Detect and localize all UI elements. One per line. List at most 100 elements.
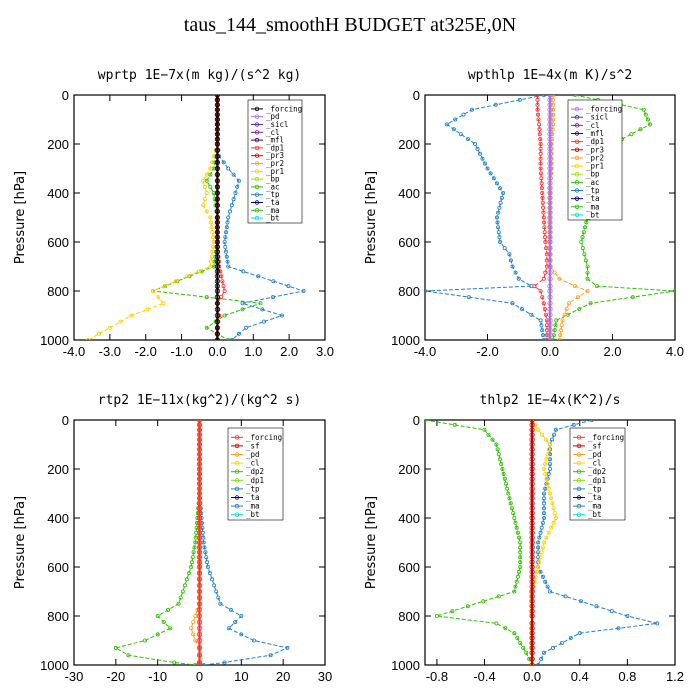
series-group bbox=[113, 420, 290, 665]
data-point bbox=[538, 141, 543, 146]
legend-marker bbox=[254, 169, 260, 174]
data-point bbox=[529, 539, 535, 546]
data-point bbox=[452, 422, 457, 427]
data-point bbox=[481, 599, 486, 604]
x-tick-label: -0.4 bbox=[473, 669, 495, 684]
data-point bbox=[547, 210, 553, 216]
data-point bbox=[496, 594, 501, 599]
data-point bbox=[557, 276, 562, 281]
data-point bbox=[542, 466, 547, 471]
data-point bbox=[482, 427, 487, 432]
legend-label: _sf bbox=[588, 441, 602, 450]
x-tick-label: -4.0 bbox=[63, 344, 85, 359]
data-point bbox=[529, 515, 535, 521]
data-point bbox=[514, 579, 519, 584]
data-point bbox=[113, 645, 118, 650]
data-point bbox=[214, 294, 220, 300]
data-point bbox=[512, 589, 517, 594]
data-point bbox=[537, 535, 542, 540]
data-point bbox=[548, 452, 553, 457]
data-point bbox=[529, 635, 535, 641]
data-point bbox=[544, 535, 549, 540]
series-line-dp1 bbox=[533, 95, 548, 340]
y-tick-label: 0 bbox=[413, 88, 420, 103]
legend-label: _tp bbox=[586, 186, 600, 195]
data-point bbox=[214, 121, 220, 128]
data-point bbox=[208, 259, 213, 264]
data-point bbox=[196, 534, 203, 541]
panel-title: wprtp 1E−7x(m kg)/(s^2 kg) bbox=[98, 68, 302, 83]
series-line-dp1 bbox=[114, 420, 200, 665]
data-point bbox=[513, 584, 518, 589]
legend-marker bbox=[576, 460, 582, 466]
x-tick-label: 0.4 bbox=[571, 669, 589, 684]
legend-label: _pd bbox=[588, 450, 602, 459]
data-point bbox=[537, 132, 542, 137]
data-point bbox=[563, 594, 568, 599]
legend-marker bbox=[254, 106, 260, 112]
data-point bbox=[196, 539, 203, 546]
x-tick-label: 1.0 bbox=[244, 344, 262, 359]
data-point bbox=[486, 432, 491, 437]
data-point bbox=[547, 269, 553, 276]
data-point bbox=[554, 318, 559, 323]
data-point bbox=[434, 614, 439, 619]
panel-title: wpthlp 1E−4x(m K)/s^2 bbox=[468, 68, 632, 83]
data-point bbox=[535, 102, 540, 107]
data-point bbox=[196, 554, 203, 560]
data-point bbox=[529, 432, 535, 438]
data-point bbox=[214, 126, 220, 132]
data-point bbox=[214, 288, 220, 294]
data-point bbox=[539, 181, 544, 186]
legend-label: _pr2 bbox=[266, 159, 284, 168]
data-point bbox=[196, 662, 203, 665]
data-point bbox=[196, 466, 203, 472]
data-point bbox=[517, 535, 522, 540]
legend-marker bbox=[254, 130, 260, 135]
data-point bbox=[465, 604, 470, 609]
data-point bbox=[513, 520, 518, 525]
data-point bbox=[551, 95, 556, 97]
data-point bbox=[629, 132, 634, 137]
data-point bbox=[542, 220, 547, 225]
data-point bbox=[268, 653, 273, 658]
data-point bbox=[173, 279, 178, 284]
data-point bbox=[518, 560, 523, 565]
data-point bbox=[155, 614, 160, 619]
legend-label: _pd bbox=[266, 112, 280, 121]
x-tick-label: 30 bbox=[318, 669, 332, 684]
data-point bbox=[501, 471, 506, 476]
data-point bbox=[214, 239, 220, 245]
data-point bbox=[529, 630, 535, 636]
data-point bbox=[196, 570, 203, 576]
data-point bbox=[529, 441, 535, 448]
data-point bbox=[543, 270, 548, 275]
data-point bbox=[529, 645, 535, 651]
data-point bbox=[645, 117, 650, 122]
x-tick-label: 0.0 bbox=[541, 344, 559, 359]
data-point bbox=[196, 601, 203, 607]
data-point bbox=[540, 328, 545, 333]
data-point bbox=[573, 95, 577, 97]
data-point bbox=[214, 153, 220, 159]
y-axis-label: Pressure [hPa] bbox=[364, 496, 379, 589]
x-tick-label: 4.0 bbox=[666, 344, 684, 359]
data-point bbox=[536, 663, 541, 665]
data-point bbox=[542, 516, 547, 521]
data-point bbox=[547, 251, 553, 257]
figure-title: taus_144_smoothH BUDGET at325E,0N bbox=[183, 14, 517, 36]
legend-marker bbox=[574, 204, 580, 209]
legend-label: _ta bbox=[588, 493, 602, 502]
data-point bbox=[540, 200, 545, 205]
data-point bbox=[150, 288, 155, 293]
data-point bbox=[210, 230, 215, 235]
data-point bbox=[193, 540, 198, 545]
data-point bbox=[180, 589, 185, 594]
data-point bbox=[643, 112, 648, 117]
x-tick-label: -2.0 bbox=[476, 344, 498, 359]
data-point bbox=[594, 604, 599, 609]
data-point bbox=[554, 516, 559, 521]
data-point bbox=[547, 180, 553, 186]
data-point bbox=[494, 215, 499, 220]
data-point bbox=[538, 137, 543, 142]
